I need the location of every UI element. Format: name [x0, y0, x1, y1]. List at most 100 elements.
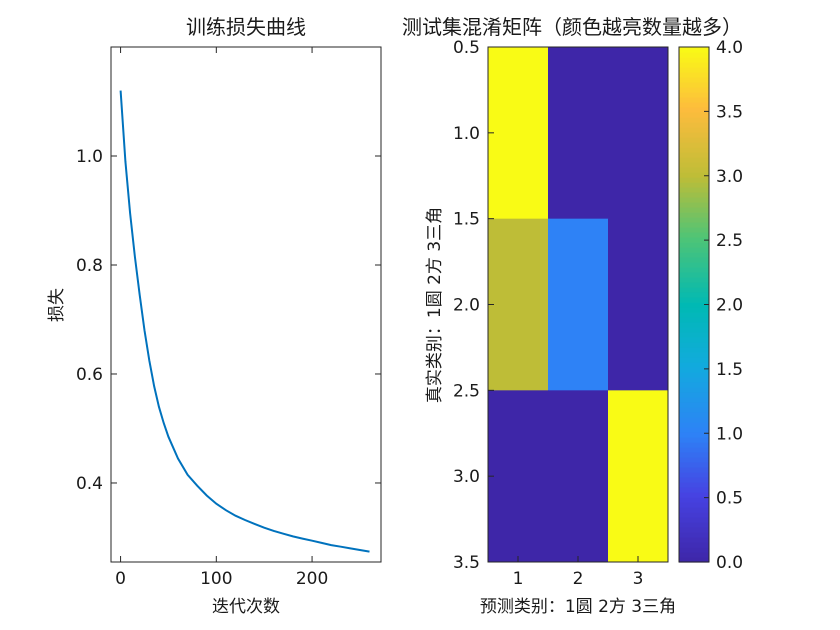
heatmap-y-tick-label: 1.0: [453, 124, 480, 144]
heatmap-x-tick-label: 3: [633, 569, 644, 589]
colorbar-segment: [679, 147, 709, 153]
loss-y-tick-label: 0.8: [76, 256, 103, 276]
colorbar-segment: [679, 102, 709, 108]
colorbar-segment: [679, 372, 709, 378]
heatmap-cell: [548, 218, 609, 391]
colorbar-segment: [679, 242, 709, 248]
loss-axis-ticks: 0 100 200 0.4 0.6 0.8 1.0: [76, 47, 381, 589]
heatmap-cell: [608, 390, 669, 563]
colorbar-segment: [679, 92, 709, 98]
colorbar-segment: [679, 117, 709, 123]
colorbar-segment: [679, 62, 709, 68]
colorbar-segment: [679, 82, 709, 88]
colorbar-segment: [679, 217, 709, 223]
heatmap-axis-ticks: 1 2 3 0.5 1.0 1.5 2.0 2.5 3.0 3.5: [453, 38, 643, 589]
colorbar-segment: [679, 247, 709, 253]
colorbar-segment: [679, 47, 709, 53]
colorbar-segment: [679, 457, 709, 463]
colorbar-segment: [679, 57, 709, 63]
colorbar-segment: [679, 502, 709, 508]
heatmap-cell: [548, 390, 609, 563]
colorbar-segment: [679, 292, 709, 298]
colorbar-segment: [679, 557, 709, 563]
colorbar-segment: [679, 442, 709, 448]
colorbar-segment: [679, 342, 709, 348]
heatmap-y-tick-label: 2.5: [453, 381, 480, 401]
colorbar-segment: [679, 322, 709, 328]
colorbar-segment: [679, 182, 709, 188]
colorbar-tick-label: 2.5: [716, 231, 743, 251]
heatmap-cell: [608, 47, 669, 220]
colorbar-segment: [679, 507, 709, 513]
colorbar-segment: [679, 337, 709, 343]
heatmap-cell: [488, 47, 549, 220]
colorbar-segment: [679, 137, 709, 143]
heatmap-cell: [548, 47, 609, 220]
colorbar-segment: [679, 252, 709, 258]
colorbar-segment: [679, 72, 709, 78]
colorbar-segment: [679, 262, 709, 268]
colorbar-segment: [679, 232, 709, 238]
colorbar-segment: [679, 377, 709, 383]
colorbar-segment: [679, 482, 709, 488]
colorbar-segment: [679, 392, 709, 398]
colorbar-segment: [679, 177, 709, 183]
colorbar-segment: [679, 532, 709, 538]
loss-y-axis-title: 损失: [47, 288, 67, 322]
loss-plot-frame: [110, 46, 382, 563]
colorbar-segment: [679, 67, 709, 73]
loss-series-line: [119, 90, 370, 553]
colorbar-segment: [679, 552, 709, 558]
colorbar-segment: [679, 432, 709, 438]
loss-chart-title: 训练损失曲线: [186, 15, 306, 39]
loss-chart: 训练损失曲线 0 100 200 0.4 0.6 0.8 1.0 迭代次数 损失: [47, 15, 382, 617]
colorbar-tick-label: 3.5: [716, 102, 743, 122]
colorbar-segment: [679, 222, 709, 228]
heatmap-y-tick-label: 3.5: [453, 553, 480, 573]
colorbar-tick-label: 1.0: [716, 424, 743, 444]
colorbar-segment: [679, 497, 709, 503]
colorbar-segment: [679, 452, 709, 458]
colorbar-segment: [679, 152, 709, 158]
colorbar-segment: [679, 272, 709, 278]
confusion-matrix-chart: 测试集混淆矩阵（颜色越亮数量越多） 1 2 3 0.5 1.0 1.5 2.0 2.5 3.0 3…: [402, 15, 743, 617]
colorbar-segment: [679, 122, 709, 128]
colorbar-segment: [679, 422, 709, 428]
colorbar-segment: [679, 327, 709, 333]
colorbar-segment: [679, 492, 709, 498]
colorbar-segment: [679, 467, 709, 473]
colorbar-segment: [679, 132, 709, 138]
colorbar-segment: [679, 87, 709, 93]
colorbar-segment: [679, 362, 709, 368]
colorbar-segment: [679, 187, 709, 193]
colorbar-segment: [679, 472, 709, 478]
loss-x-tick-label: 0: [115, 569, 126, 589]
colorbar-segment: [679, 382, 709, 388]
colorbar-segment: [679, 462, 709, 468]
colorbar-segment: [679, 332, 709, 338]
colorbar-segment: [679, 437, 709, 443]
colorbar-segment: [679, 547, 709, 553]
colorbar-segment: [679, 227, 709, 233]
heatmap-x-tick-label: 2: [573, 569, 584, 589]
colorbar-segment: [679, 257, 709, 263]
colorbar-segment: [679, 522, 709, 528]
colorbar-tick-label: 0.5: [716, 489, 743, 509]
loss-y-tick-label: 1.0: [76, 147, 103, 167]
colorbar-segment: [679, 542, 709, 548]
confusion-matrix-title: 测试集混淆矩阵（颜色越亮数量越多）: [402, 15, 742, 39]
colorbar-segment: [679, 127, 709, 133]
colorbar-segment: [679, 427, 709, 433]
colorbar-segment: [679, 477, 709, 483]
colorbar-segment: [679, 107, 709, 113]
colorbar-tick-label: 1.5: [716, 360, 743, 380]
loss-x-axis-title: 迭代次数: [212, 597, 280, 617]
heatmap-cell: [608, 218, 669, 391]
colorbar-segment: [679, 192, 709, 198]
colorbar: 0.0 0.5 1.0 1.5 2.0 2.5 3.0 3.5 4.0: [678, 38, 743, 573]
heatmap-cell: [488, 218, 549, 391]
colorbar-segment: [679, 212, 709, 218]
colorbar-segment: [679, 97, 709, 103]
colorbar-tick-label: 2.0: [716, 296, 743, 316]
colorbar-segment: [679, 52, 709, 58]
